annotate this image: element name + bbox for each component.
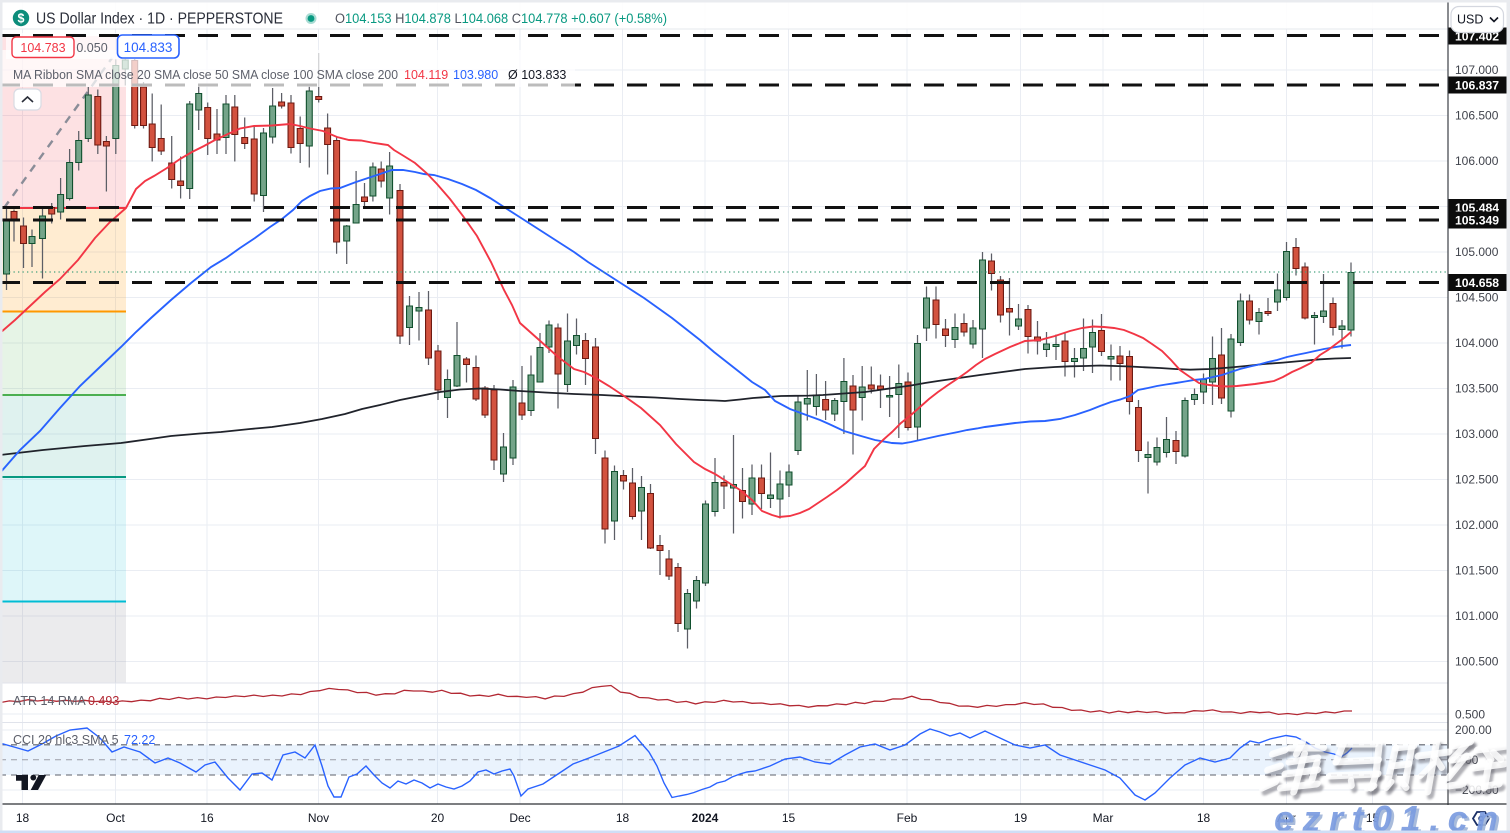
svg-text:18: 18 bbox=[16, 811, 30, 825]
svg-text:105.000: 105.000 bbox=[1455, 245, 1499, 259]
svg-text:101.000: 101.000 bbox=[1455, 609, 1499, 623]
svg-text:106.500: 106.500 bbox=[1455, 109, 1499, 123]
svg-text:MA Ribbon SMA close 20 SMA clo: MA Ribbon SMA close 20 SMA close 50 SMA … bbox=[13, 68, 398, 82]
svg-text:Ø 103.833: Ø 103.833 bbox=[508, 68, 566, 82]
svg-text:0.493: 0.493 bbox=[88, 694, 119, 708]
svg-text:20: 20 bbox=[431, 811, 445, 825]
svg-text:Oct: Oct bbox=[106, 811, 125, 825]
svg-text:Feb: Feb bbox=[897, 811, 918, 825]
svg-text:106.837: 106.837 bbox=[1455, 78, 1499, 92]
svg-text:18: 18 bbox=[1197, 811, 1211, 825]
svg-text:15: 15 bbox=[782, 811, 796, 825]
svg-text:ATR 14 RMA: ATR 14 RMA bbox=[13, 694, 86, 708]
svg-text:103.500: 103.500 bbox=[1455, 382, 1499, 396]
svg-text:16: 16 bbox=[200, 811, 214, 825]
svg-text:ezrt01.cn: ezrt01.cn bbox=[1277, 801, 1510, 833]
svg-text:18: 18 bbox=[616, 811, 630, 825]
svg-text:104.119: 104.119 bbox=[404, 68, 448, 82]
svg-text:101.500: 101.500 bbox=[1455, 564, 1499, 578]
svg-text:ezrt01.cn: ezrt01.cn bbox=[1274, 798, 1507, 833]
svg-text:104.658: 104.658 bbox=[1455, 276, 1499, 290]
svg-text:105.349: 105.349 bbox=[1455, 213, 1499, 227]
svg-text:O104.153 H104.878 L104.068 C10: O104.153 H104.878 L104.068 C104.778 +0.6… bbox=[335, 11, 667, 26]
svg-text:105.484: 105.484 bbox=[1455, 201, 1499, 215]
svg-text:15: 15 bbox=[1366, 811, 1380, 825]
svg-text:Apr: Apr bbox=[1277, 811, 1296, 825]
svg-text:100.500: 100.500 bbox=[1455, 655, 1499, 669]
svg-text:102.500: 102.500 bbox=[1455, 473, 1499, 487]
svg-text:102.000: 102.000 bbox=[1455, 518, 1499, 532]
svg-text:Mar: Mar bbox=[1093, 811, 1114, 825]
svg-text:0.050: 0.050 bbox=[76, 41, 107, 55]
svg-text:CCI 20 hlc3 SMA 5: CCI 20 hlc3 SMA 5 bbox=[13, 733, 119, 747]
svg-text:Nov: Nov bbox=[308, 811, 329, 825]
svg-text:72.22: 72.22 bbox=[124, 733, 155, 747]
svg-text:107.000: 107.000 bbox=[1455, 63, 1499, 77]
svg-text:104.000: 104.000 bbox=[1455, 336, 1499, 350]
svg-text:104.783: 104.783 bbox=[20, 41, 65, 55]
svg-text:0.500: 0.500 bbox=[1455, 708, 1485, 722]
svg-text:104.833: 104.833 bbox=[124, 40, 173, 55]
svg-text:104.500: 104.500 bbox=[1455, 291, 1499, 305]
svg-text:19: 19 bbox=[1014, 811, 1028, 825]
svg-text:103.000: 103.000 bbox=[1455, 427, 1499, 441]
svg-text:103.980: 103.980 bbox=[453, 68, 498, 82]
svg-text:2024: 2024 bbox=[692, 811, 719, 825]
svg-text:106.000: 106.000 bbox=[1455, 154, 1499, 168]
svg-text:200.00: 200.00 bbox=[1455, 723, 1492, 737]
svg-text:USD: USD bbox=[1457, 13, 1483, 27]
svg-text:Dec: Dec bbox=[509, 811, 530, 825]
svg-text:US Dollar Index · 1D · PEPPERS: US Dollar Index · 1D · PEPPERSTONE bbox=[36, 11, 283, 28]
svg-text:$: $ bbox=[18, 12, 25, 26]
